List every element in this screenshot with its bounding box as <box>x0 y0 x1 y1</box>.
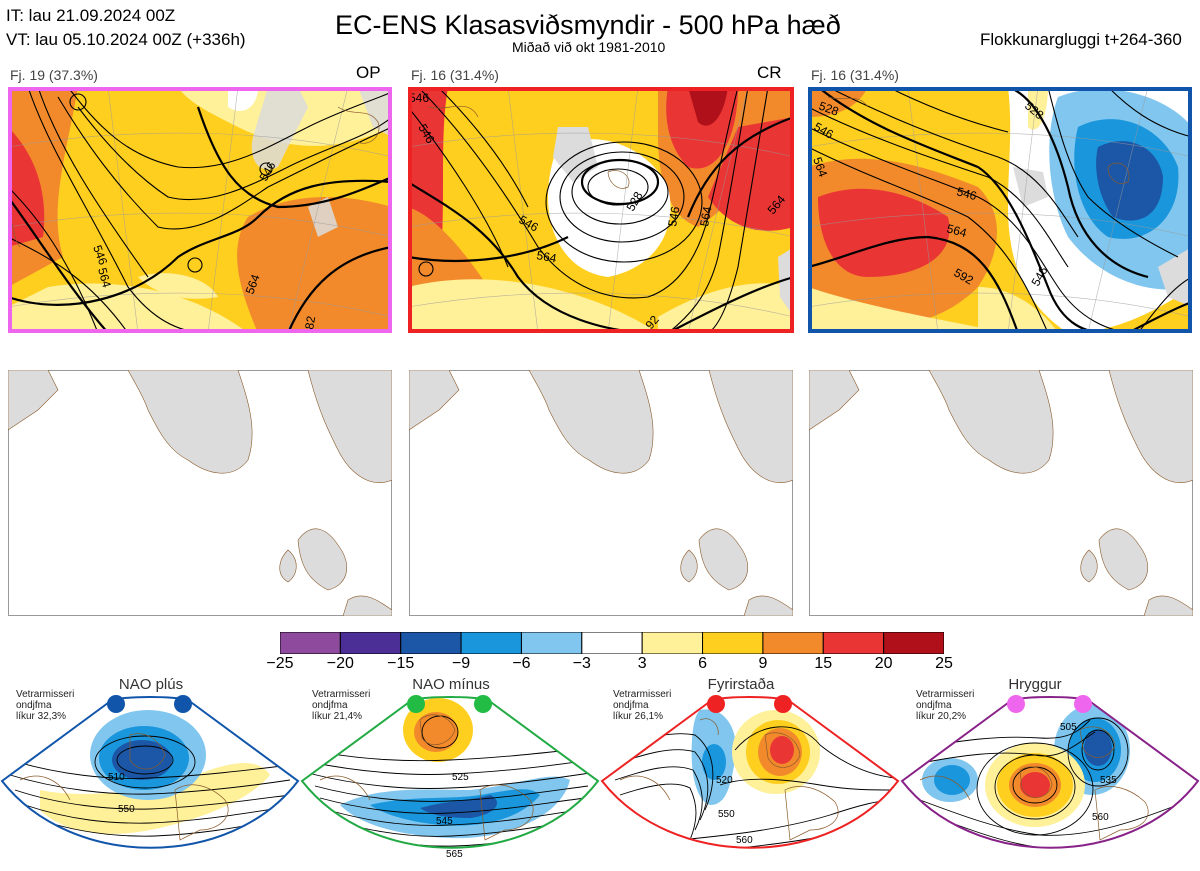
panel-2-tag: CR <box>757 63 782 82</box>
colorbar-tick-label: 9 <box>758 655 768 672</box>
colorbar-swatch <box>339 632 402 654</box>
blank-map-3 <box>809 370 1193 616</box>
panel-2-label: Fj. 16 (31.4%) <box>411 67 499 83</box>
panel-3-label: Fj. 16 (31.4%) <box>811 67 899 83</box>
colorbar-tick-label: 6 <box>698 655 707 672</box>
regime-2-dot-left <box>407 695 425 713</box>
regime-3-contour-560: 560 <box>736 835 753 846</box>
regime-4-contour-535: 535 <box>1100 775 1117 786</box>
colorbar-tick-label: 3 <box>637 655 647 672</box>
regime-2-contour-525: 525 <box>452 772 469 783</box>
panel-2-contour-564b: 564 <box>697 205 714 227</box>
regime-2-note: Vetrarmisseri ondjfma líkur 21,4% <box>312 689 371 722</box>
colorbar-tick-label: −9 <box>451 655 471 672</box>
regime-1-note: Vetrarmisseri ondjfma líkur 32,3% <box>16 689 75 722</box>
regime-map-blocking: 520 550 560 <box>600 695 900 849</box>
regime-3-dot-right <box>774 695 792 713</box>
panel-1-contour-564: 564 <box>95 266 114 289</box>
blank-map-1 <box>8 370 392 616</box>
regime-3-title: Fyrirstaða <box>707 676 775 693</box>
colorbar-swatch <box>762 632 824 654</box>
panel-1-contour-82: 82 <box>302 315 318 331</box>
regime-4-contour-560: 560 <box>1092 812 1109 823</box>
regime-1-contour-550: 550 <box>118 804 135 815</box>
classification-window: Flokkunargluggi t+264-360 <box>980 30 1182 49</box>
regime-3-contour-550: 550 <box>718 809 735 820</box>
regime-4-dot-right <box>1074 695 1092 713</box>
colorbar-swatch <box>460 632 522 654</box>
colorbar-swatch <box>822 632 885 654</box>
colorbar-tick-label: −6 <box>512 655 531 672</box>
panel-3-contour-528a: 528 <box>817 99 841 119</box>
colorbar-tick-label: −25 <box>266 655 294 672</box>
regime-2-dot-right <box>474 695 492 713</box>
colorbar-swatch <box>581 632 643 654</box>
panel-2-contour-546d: 546 <box>409 91 429 105</box>
colorbar-tick-label: −3 <box>572 655 591 672</box>
page-subtitle: Miðað við okt 1981-2010 <box>512 39 666 55</box>
regime-1-contour-510: 510 <box>108 772 125 783</box>
regime-3-dot-left <box>707 695 725 713</box>
colorbar-swatch <box>641 632 704 654</box>
regime-map-ridge: 505 535 560 <box>900 695 1200 849</box>
map-panel-op: 546 564 546 564 82 <box>8 87 392 333</box>
map-panel-cr: 546 546 564 528 546 564 564 92 546 <box>408 87 794 333</box>
panel-3-contour-546b: 546 <box>955 184 978 203</box>
colorbar-swatch <box>520 632 583 654</box>
regime-4-title: Hryggur <box>1008 676 1062 693</box>
regime-1-dot-left <box>107 695 125 713</box>
svg-text:546: 546 <box>90 243 110 267</box>
regime-3-contour-520: 520 <box>716 775 733 786</box>
regime-3-note: Vetrarmisseri ondjfma líkur 26,1% <box>613 689 672 722</box>
colorbar-tick-label: 20 <box>874 655 893 672</box>
blank-map-2 <box>409 370 793 616</box>
regime-2-contour-545: 545 <box>436 816 453 827</box>
colorbar-tick-label: −20 <box>326 655 354 672</box>
colorbar-swatch <box>702 632 764 654</box>
regime-4-dot-left <box>1007 695 1025 713</box>
panel-1-tag: OP <box>356 63 381 82</box>
colorbar-swatch <box>883 632 944 654</box>
initial-time: IT: lau 21.09.2024 00Z <box>6 6 176 25</box>
colorbar-tick-label: −15 <box>387 655 415 672</box>
regime-map-nao-plus: 510 550 <box>0 695 300 849</box>
map-panel-3: 528 546 564 546 564 592 546 528 <box>808 87 1192 333</box>
panel-1-label: Fj. 19 (37.3%) <box>10 67 98 83</box>
regime-1-title: NAO plús <box>118 676 184 693</box>
valid-time: VT: lau 05.10.2024 00Z (+336h) <box>6 30 246 49</box>
panel-2-contour-546c: 546 <box>665 205 682 227</box>
panel-1-contour-564b: 564 <box>243 272 263 296</box>
regime-4-contour-505: 505 <box>1060 722 1077 733</box>
regime-1-dot-right <box>174 695 192 713</box>
regime-2-title: NAO mínus <box>412 676 490 693</box>
colorbar-swatch <box>400 632 462 654</box>
regime-map-nao-minus: 525 545 565 <box>300 695 600 860</box>
colorbar-tick-label: 15 <box>814 655 833 672</box>
colorbar-swatch <box>280 632 341 654</box>
page-title: EC-ENS Klasasviðsmyndir - 500 hPa hæð <box>335 10 841 40</box>
colorbar <box>280 632 944 654</box>
panel-3-contour-564b: 564 <box>945 221 968 240</box>
panel-3-contour-564a: 564 <box>810 155 830 179</box>
regime-4-note: Vetrarmisseri ondjfma líkur 20,2% <box>916 689 975 722</box>
regime-2-contour-565: 565 <box>446 849 463 860</box>
colorbar-tick-label: 25 <box>935 655 953 672</box>
panel-2-contour-564: 564 <box>535 248 557 265</box>
